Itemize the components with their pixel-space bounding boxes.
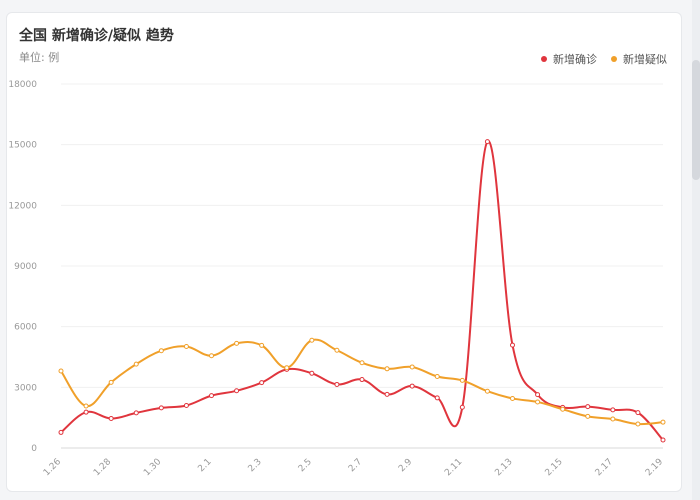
suspected-data-point: [309, 337, 315, 343]
suspected-data-point: [484, 388, 490, 394]
confirmed-data-point: [259, 380, 265, 386]
confirmed-data-point: [610, 407, 616, 413]
confirmed-data-point: [585, 404, 591, 410]
y-tick-label: 6000: [14, 323, 37, 333]
x-tick-label: 2.1: [196, 457, 213, 474]
suspected-data-point: [535, 399, 541, 405]
suspected-data-point: [459, 377, 465, 383]
y-tick-label: 9000: [14, 262, 37, 272]
legend-label-suspected: 新增疑似: [623, 53, 667, 66]
legend-label-confirmed: 新增确诊: [553, 53, 597, 66]
suspected-data-point: [510, 395, 515, 401]
suspected-data-point: [434, 373, 440, 379]
x-tick-label: 1.26: [42, 457, 63, 478]
confirmed-data-point: [510, 342, 515, 348]
y-tick-label: 15000: [8, 141, 37, 151]
suspected-data-point: [334, 347, 340, 353]
chart-card: 全国 新增确诊/疑似 趋势 单位: 例 新增确诊 新增疑似 0 3000 6000 9…: [6, 12, 682, 492]
x-tick-label: 1.28: [92, 457, 113, 478]
suspected-data-point: [83, 403, 89, 409]
suspected-data-point: [108, 379, 114, 385]
confirmed-data-point: [384, 391, 390, 397]
confirmed-data-point: [484, 139, 490, 145]
legend-dot-suspected: [611, 56, 617, 62]
x-tick-label: 2.13: [493, 457, 514, 478]
x-tick-label: 2.9: [397, 457, 414, 474]
suspected-data-point: [284, 365, 290, 371]
chart-title: 全国 新增确诊/疑似 趋势: [19, 28, 174, 44]
confirmed-data-point: [108, 415, 114, 421]
x-tick-label: 2.17: [594, 457, 615, 478]
x-tick-label: 2.19: [644, 457, 665, 478]
y-tick-label: 18000: [8, 80, 37, 90]
confirmed-data-point: [83, 409, 89, 415]
x-tick-label: 2.5: [297, 457, 314, 474]
suspected-data-point: [133, 361, 139, 367]
confirmed-data-point: [635, 410, 641, 416]
confirmed-series-line: [60, 140, 664, 441]
scrollbar-thumb[interactable]: [692, 60, 700, 180]
legend-item-suspected[interactable]: 新增疑似: [611, 51, 667, 67]
confirmed-data-point: [183, 402, 189, 408]
suspected-data-point: [234, 340, 240, 346]
y-tick-label: 0: [31, 444, 37, 454]
y-tick-label: 3000: [14, 383, 37, 393]
confirmed-data-point: [58, 429, 64, 435]
confirmed-data-point: [158, 405, 164, 411]
confirmed-data-point: [660, 437, 666, 443]
confirmed-data-point: [133, 410, 139, 416]
suspected-data-point: [560, 406, 566, 412]
x-tick-label: 2.7: [347, 457, 364, 474]
confirmed-data-point: [209, 393, 214, 399]
x-tick-label: 2.11: [443, 457, 464, 478]
x-tick-label: 2.15: [544, 457, 565, 478]
suspected-data-point: [409, 364, 415, 370]
suspected-data-point: [58, 368, 64, 374]
suspected-data-point: [585, 413, 591, 419]
suspected-data-point: [359, 360, 365, 366]
confirmed-data-point: [309, 370, 315, 376]
vertical-scrollbar[interactable]: [692, 0, 700, 500]
line-chart: 0 3000 6000 9000 12000 15000 18000 1.26 1.28 1.30…: [8, 80, 666, 478]
legend: 新增确诊 新增疑似: [541, 51, 667, 67]
suspected-data-point: [259, 342, 265, 348]
legend-dot-confirmed: [541, 56, 547, 62]
unit-label: 单位: 例: [19, 51, 60, 64]
suspected-data-point: [158, 348, 164, 354]
confirmed-data-point: [359, 377, 365, 383]
confirmed-data-point: [409, 383, 415, 389]
confirmed-data-point: [459, 404, 465, 410]
confirmed-data-point: [334, 381, 340, 387]
y-tick-label: 12000: [8, 201, 37, 211]
suspected-data-point: [660, 419, 666, 425]
legend-item-confirmed[interactable]: 新增确诊: [541, 51, 597, 67]
suspected-data-point: [384, 366, 390, 372]
suspected-data-point: [635, 421, 641, 427]
suspected-data-point: [209, 353, 214, 359]
confirmed-data-point: [434, 395, 440, 401]
x-tick-label: 2.3: [247, 457, 264, 474]
suspected-data-point: [610, 416, 616, 422]
confirmed-data-point: [234, 388, 240, 394]
confirmed-data-point: [535, 392, 541, 398]
suspected-data-point: [183, 344, 189, 350]
x-tick-label: 1.30: [142, 457, 163, 478]
